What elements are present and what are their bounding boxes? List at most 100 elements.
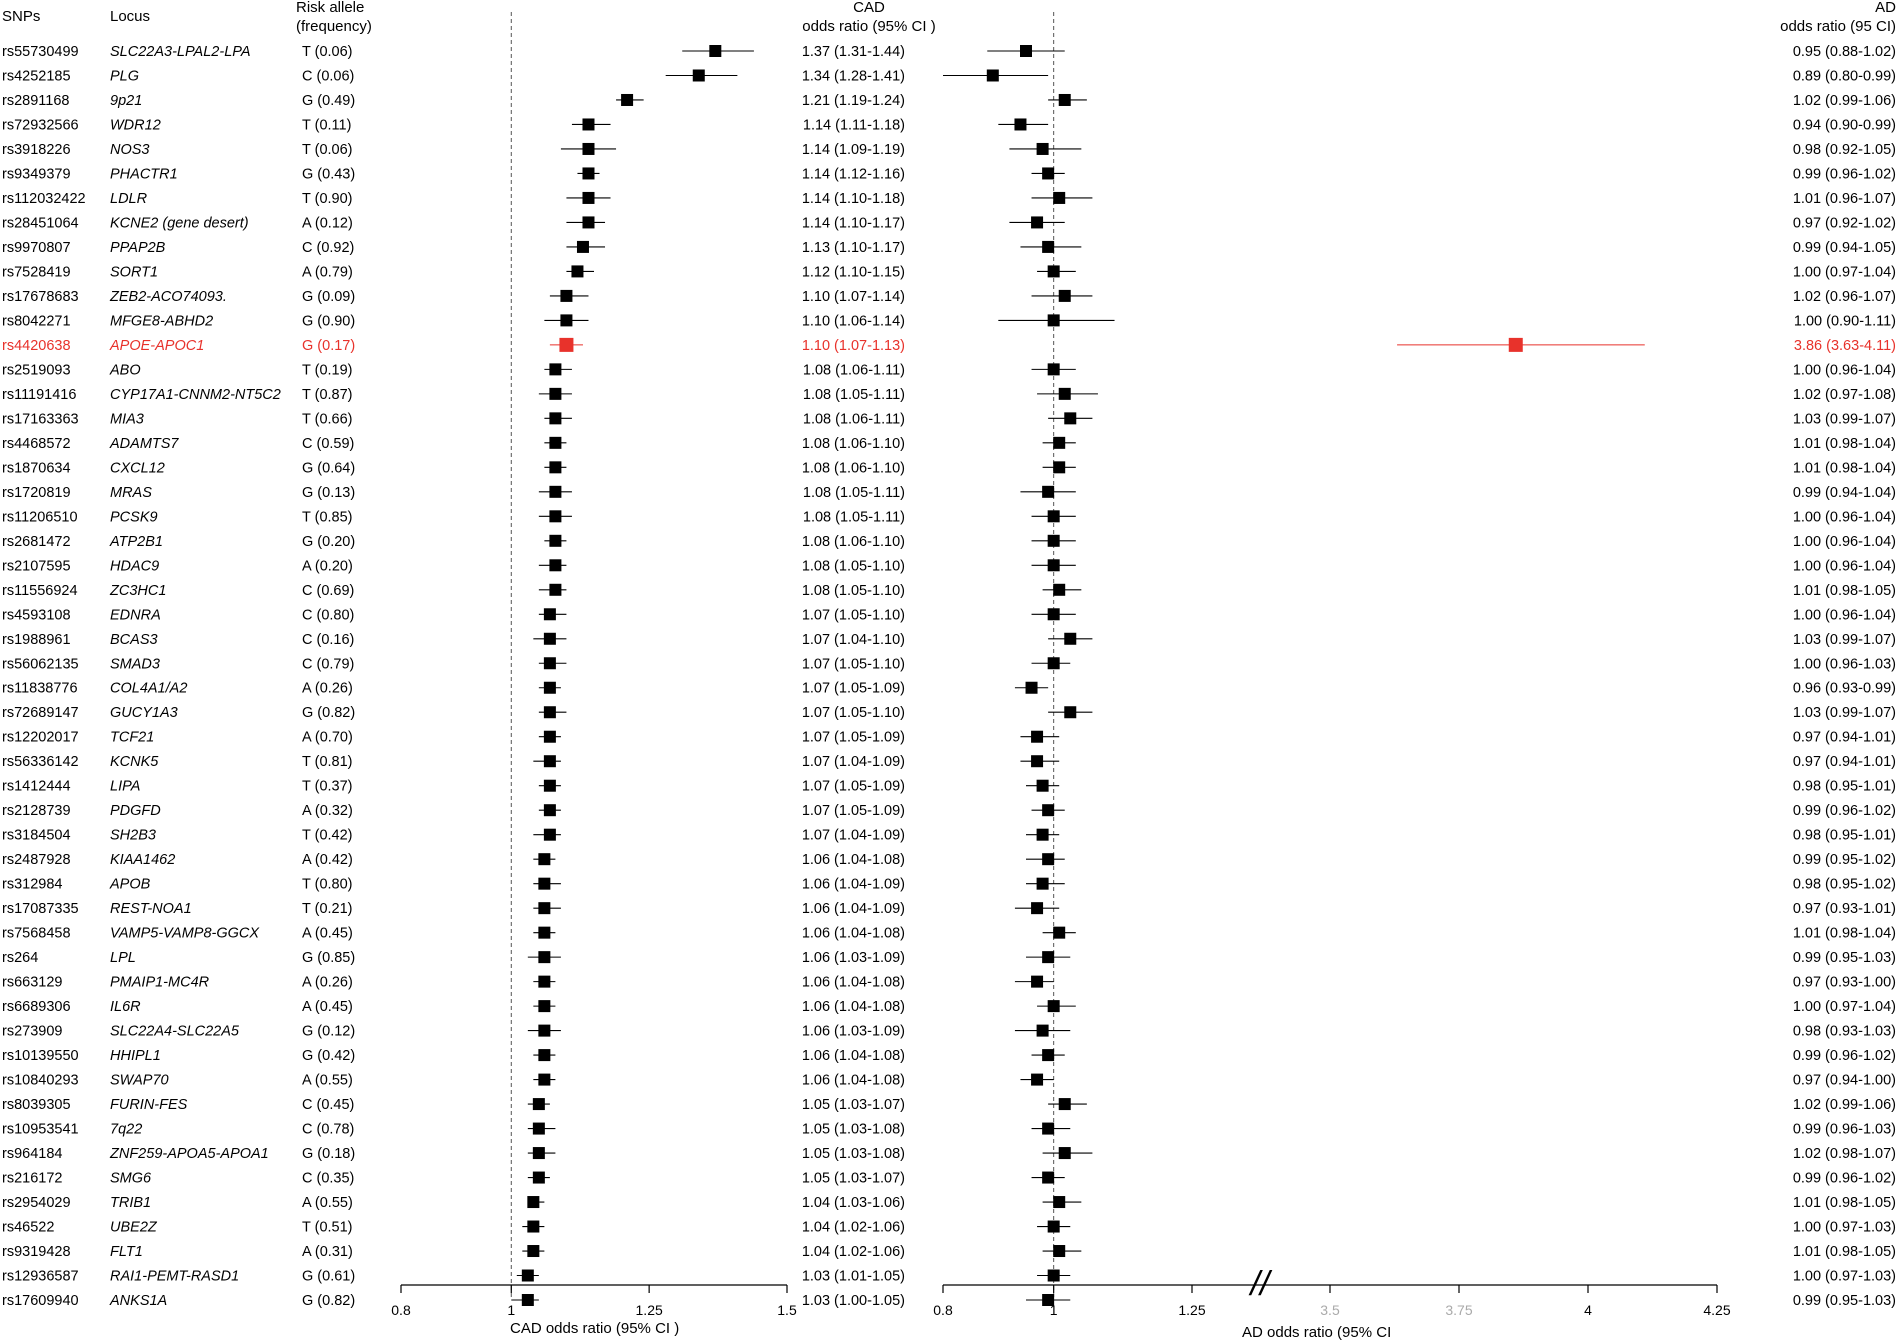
snp-id: rs56062135 (2, 656, 79, 672)
risk-allele: G (0.09) (302, 289, 355, 305)
ad-point (1042, 1171, 1055, 1184)
table-row: rs4252185 PLG C (0.06) 1.34 (1.28-1.41) 0.89… (2, 68, 1896, 84)
cad-point (538, 1049, 551, 1062)
cad-point (538, 853, 551, 866)
ad-or-label: 0.97 (0.93-1.01) (1793, 901, 1896, 917)
cad-or-label: 1.08 (1.06-1.11) (803, 362, 905, 378)
cad-point (709, 45, 722, 57)
risk-allele: T (0.66) (302, 411, 353, 427)
locus-name: MRAS (110, 485, 152, 501)
locus-name: ANKS1A (109, 1293, 167, 1309)
table-row: rs3184504 SH2B3 T (0.42) 1.07 (1.04-1.09) 0.… (2, 828, 1896, 844)
risk-allele: T (0.06) (302, 142, 353, 158)
cad-or-label: 1.34 (1.28-1.41) (802, 68, 905, 84)
cad-point (527, 1245, 540, 1258)
snp-id: rs4468572 (2, 436, 71, 452)
ad-point (1031, 216, 1044, 229)
ad-point (1047, 608, 1060, 621)
cad-or-label: 1.08 (1.06-1.10) (802, 436, 905, 452)
cad-point (549, 363, 562, 376)
ad-point (1508, 337, 1523, 352)
snp-id: rs264 (2, 950, 38, 966)
locus-name: EDNRA (110, 607, 161, 623)
risk-allele: C (0.35) (302, 1171, 354, 1187)
ad-point (1036, 779, 1049, 792)
snp-id: rs7568458 (2, 926, 71, 942)
cad-or-label: 1.06 (1.04-1.08) (802, 999, 905, 1015)
snp-id: rs10953541 (2, 1122, 79, 1138)
ad-or-label: 0.94 (0.90-0.99) (1793, 117, 1896, 133)
snp-id: rs3184504 (2, 828, 71, 844)
cad-point (527, 1196, 540, 1209)
cad-or-label: 1.05 (1.03-1.08) (802, 1122, 905, 1138)
locus-name: NOS3 (110, 142, 150, 158)
cad-or-label: 1.07 (1.05-1.09) (802, 730, 905, 746)
table-row: rs2128739 PDGFD A (0.32) 1.07 (1.05-1.09) 0.… (2, 803, 1896, 819)
risk-allele: T (0.87) (302, 387, 353, 403)
cad-or-label: 1.07 (1.04-1.10) (802, 632, 905, 648)
cad-point (543, 804, 556, 817)
table-row: rs11838776 COL4A1/A2 A (0.26) 1.07 (1.05-1.… (2, 681, 1896, 697)
risk-allele: G (0.42) (302, 1048, 355, 1064)
snp-id: rs1720819 (2, 485, 71, 501)
snp-id: rs2681472 (2, 534, 71, 550)
snp-id: rs11191416 (2, 387, 76, 403)
header-ad-title: AD (1875, 0, 1896, 16)
ad-or-label: 1.00 (0.97-1.03) (1793, 1269, 1896, 1285)
risk-allele: T (0.90) (302, 191, 353, 207)
cad-or-label: 1.14 (1.10-1.17) (802, 215, 905, 231)
cad-point (560, 289, 573, 302)
locus-name: TCF21 (110, 730, 154, 746)
cad-point (582, 191, 595, 204)
ad-tick-label: 1.25 (1178, 1302, 1205, 1318)
snp-id: rs663129 (2, 975, 62, 991)
table-row: rs46522 UBE2Z T (0.51) 1.04 (1.02-1.06) 1.00… (2, 1220, 1896, 1236)
locus-name: PMAIP1-MC4R (110, 975, 210, 991)
cad-point (549, 534, 562, 547)
table-row: rs17609940 ANKS1A G (0.82) 1.03 (1.00-1.05)… (2, 1293, 1896, 1309)
ad-or-label: 1.00 (0.96-1.04) (1793, 607, 1896, 623)
risk-allele: T (0.37) (302, 779, 353, 795)
risk-allele: G (0.49) (302, 93, 355, 109)
locus-name: LPL (110, 950, 136, 966)
table-row: rs663129 PMAIP1-MC4R A (0.26) 1.06 (1.04-1.… (2, 975, 1896, 991)
locus-name: KCNK5 (110, 754, 159, 770)
ad-or-label: 0.98 (0.95-1.02) (1793, 877, 1896, 893)
table-row: rs9970807 PPAP2B C (0.92) 1.13 (1.10-1.17) 0… (2, 240, 1896, 256)
ad-point (1053, 436, 1066, 449)
cad-point (582, 142, 595, 155)
cad-or-label: 1.07 (1.05-1.10) (802, 607, 905, 623)
cad-or-label: 1.07 (1.04-1.09) (802, 828, 905, 844)
ad-tick-label: 1 (1050, 1302, 1058, 1318)
snp-id: rs6689306 (2, 999, 71, 1015)
ad-or-label: 0.99 (0.96-1.02) (1793, 1048, 1896, 1064)
table-row: rs8039305 FURIN-FES C (0.45) 1.05 (1.03-1.0… (2, 1097, 1896, 1113)
ad-or-label: 0.99 (0.96-1.02) (1793, 1171, 1896, 1187)
risk-allele: C (0.59) (302, 436, 354, 452)
table-row: rs312984 APOB T (0.80) 1.06 (1.04-1.09) 0.98… (2, 877, 1896, 893)
cad-or-label: 1.07 (1.05-1.10) (802, 656, 905, 672)
ad-or-label: 1.00 (0.96-1.04) (1793, 558, 1896, 574)
table-row: rs1720819 MRAS G (0.13) 1.08 (1.05-1.11) 0.9… (2, 485, 1896, 501)
reference-lines (510, 12, 1055, 1300)
table-row: rs2487928 KIAA1462 A (0.42) 1.06 (1.04-1.08… (2, 852, 1896, 868)
locus-name: ZEB2-ACO74093. (109, 289, 227, 305)
snp-id: rs964184 (2, 1146, 62, 1162)
snp-id: rs7528419 (2, 264, 71, 280)
cad-or-label: 1.08 (1.05-1.11) (803, 387, 905, 403)
risk-allele: T (0.42) (302, 828, 353, 844)
ad-point (1058, 1147, 1071, 1160)
risk-allele: A (0.26) (302, 975, 353, 991)
locus-name: SMAD3 (110, 656, 160, 672)
cad-or-label: 1.07 (1.05-1.09) (802, 803, 905, 819)
ad-point (1053, 1245, 1066, 1258)
ad-or-label: 1.01 (0.98-1.05) (1793, 1244, 1896, 1260)
cad-point (549, 461, 562, 474)
cad-or-label: 1.37 (1.31-1.44) (802, 44, 905, 60)
cad-point (538, 1000, 551, 1013)
table-row: rs6689306 IL6R A (0.45) 1.06 (1.04-1.08) 1.0… (2, 999, 1896, 1015)
risk-allele: A (0.31) (302, 1244, 353, 1260)
table-row: rs10840293 SWAP70 A (0.55) 1.06 (1.04-1.08)… (2, 1073, 1896, 1089)
ad-point (1047, 559, 1060, 572)
risk-allele: A (0.55) (302, 1195, 353, 1211)
